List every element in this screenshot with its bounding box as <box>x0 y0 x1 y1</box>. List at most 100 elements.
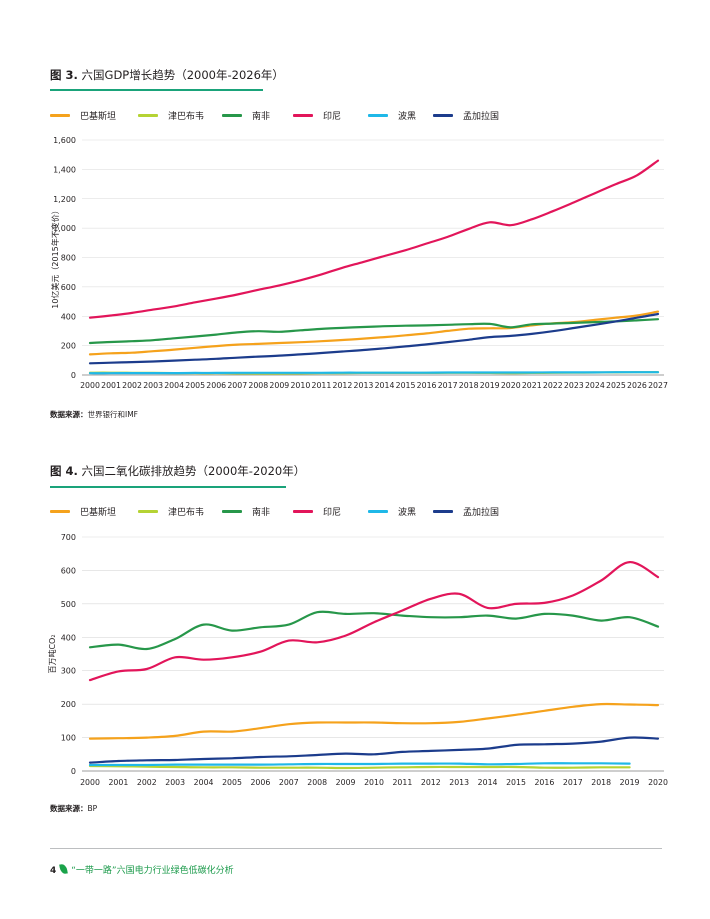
x-tick-label: 2005 <box>185 381 205 390</box>
y-tick-label: 1,400 <box>53 165 76 174</box>
y-tick-label: 700 <box>61 533 76 542</box>
x-tick-label: 2003 <box>143 381 163 390</box>
legend-swatch <box>293 114 313 117</box>
x-tick-label: 2015 <box>396 381 416 390</box>
figure-3-underline <box>50 89 263 91</box>
legend-swatch <box>433 114 453 117</box>
legend-label: 印尼 <box>323 508 342 518</box>
page-number: 4 <box>50 866 57 876</box>
y-tick-label: 1,200 <box>53 195 76 204</box>
x-tick-label: 2007 <box>279 778 299 787</box>
x-tick-label: 2010 <box>290 381 310 390</box>
series-line-zimbabwe <box>88 764 631 770</box>
footer: 4 “一带一路”六国电力行业绿色低碳化分析 <box>50 863 234 876</box>
x-tick-label: 2004 <box>164 381 184 390</box>
figure-4-title-text: 六国二氧化碳排放趋势（2000年-2020年） <box>81 464 306 478</box>
x-tick-label: 2020 <box>648 778 668 787</box>
y-tick-label: 400 <box>61 312 76 321</box>
x-tick-label: 2012 <box>421 778 441 787</box>
legend-swatch <box>50 114 70 117</box>
x-tick-label: 2017 <box>563 778 583 787</box>
x-tick-label: 2012 <box>333 381 353 390</box>
x-tick-label: 2002 <box>137 778 157 787</box>
series-line-poland <box>88 762 631 767</box>
legend-swatch <box>222 114 242 117</box>
figure-3-source: 数据来源：世界银行和IMF <box>50 409 138 420</box>
x-tick-label: 2019 <box>620 778 640 787</box>
legend-label: 津巴布韦 <box>168 508 205 518</box>
figure-4-source-text: BP <box>87 804 98 813</box>
legend-swatch <box>138 114 158 117</box>
x-tick-label: 2018 <box>459 381 479 390</box>
x-tick-label: 2000 <box>80 381 100 390</box>
legend-swatch <box>50 510 70 513</box>
y-tick-label: 1,000 <box>53 224 76 233</box>
x-tick-label: 2015 <box>506 778 526 787</box>
x-tick-label: 2006 <box>206 381 226 390</box>
x-tick-label: 2025 <box>606 381 626 390</box>
figure-3-number: 图 3. <box>50 68 78 82</box>
x-tick-label: 2017 <box>438 381 458 390</box>
x-tick-label: 2003 <box>165 778 185 787</box>
y-tick-label: 500 <box>61 600 76 609</box>
figure-4-source-label: 数据来源： <box>50 804 88 813</box>
legend-swatch <box>368 510 388 513</box>
x-tick-label: 2021 <box>522 381 542 390</box>
y-tick-label: 300 <box>61 667 76 676</box>
x-tick-label: 2009 <box>269 381 289 390</box>
x-tick-label: 2007 <box>227 381 247 390</box>
y-tick-label: 100 <box>61 734 76 743</box>
y-axis-label: 百万吨CO₂ <box>47 634 57 673</box>
figure-4-source: 数据来源：BP <box>50 803 97 814</box>
series-line-pakistan <box>88 310 660 356</box>
legend-label: 南非 <box>252 112 271 122</box>
x-tick-label: 2001 <box>108 778 128 787</box>
legend-label: 印尼 <box>323 112 342 122</box>
x-tick-label: 2016 <box>534 778 554 787</box>
x-tick-label: 2014 <box>478 778 498 787</box>
x-tick-label: 2013 <box>354 381 374 390</box>
series-line-indonesia <box>88 561 660 682</box>
x-tick-label: 2006 <box>250 778 270 787</box>
legend-label: 南非 <box>252 508 271 518</box>
y-tick-label: 200 <box>61 342 76 351</box>
figure-3-title: 图 3. 六国GDP增长趋势（2000年-2026年） <box>50 67 284 83</box>
x-tick-label: 2022 <box>543 381 563 390</box>
figure-3-source-label: 数据来源： <box>50 410 88 419</box>
legend-label: 波黑 <box>398 112 417 122</box>
y-tick-label: 800 <box>61 254 76 263</box>
y-axis-label: 10亿美元（2015年不变价） <box>50 206 60 309</box>
x-tick-label: 2026 <box>627 381 647 390</box>
x-tick-label: 2011 <box>311 381 331 390</box>
y-tick-label: 200 <box>61 700 76 709</box>
series-line-bangladesh <box>88 312 660 365</box>
x-tick-label: 2010 <box>364 778 384 787</box>
x-tick-label: 2014 <box>375 381 395 390</box>
x-tick-label: 2023 <box>564 381 584 390</box>
x-tick-label: 2024 <box>585 381 605 390</box>
leaf-icon <box>59 863 69 875</box>
x-tick-label: 2004 <box>194 778 214 787</box>
figure-4-number: 图 4. <box>50 464 78 478</box>
footer-divider <box>50 848 662 849</box>
x-tick-label: 2027 <box>648 381 668 390</box>
legend-swatch <box>222 510 242 513</box>
legend-label: 孟加拉国 <box>463 112 500 122</box>
legend-swatch <box>433 510 453 513</box>
figure-4-title: 图 4. 六国二氧化碳排放趋势（2000年-2020年） <box>50 463 305 479</box>
legend-swatch <box>293 510 313 513</box>
legend-label: 巴基斯坦 <box>80 508 117 518</box>
x-tick-label: 2013 <box>449 778 469 787</box>
figure-4-underline <box>50 486 286 488</box>
y-tick-label: 600 <box>61 283 76 292</box>
y-tick-label: 400 <box>61 633 76 642</box>
x-tick-label: 2020 <box>501 381 521 390</box>
x-tick-label: 2009 <box>336 778 356 787</box>
y-tick-label: 0 <box>71 371 76 380</box>
x-tick-label: 2000 <box>80 778 100 787</box>
x-tick-label: 2019 <box>480 381 500 390</box>
figure-4-chart: 0 100 200 300 400 500 600 700 2000 2001 2002 2003 20… <box>47 533 668 787</box>
legend-swatch <box>368 114 388 117</box>
x-tick-label: 2008 <box>248 381 268 390</box>
